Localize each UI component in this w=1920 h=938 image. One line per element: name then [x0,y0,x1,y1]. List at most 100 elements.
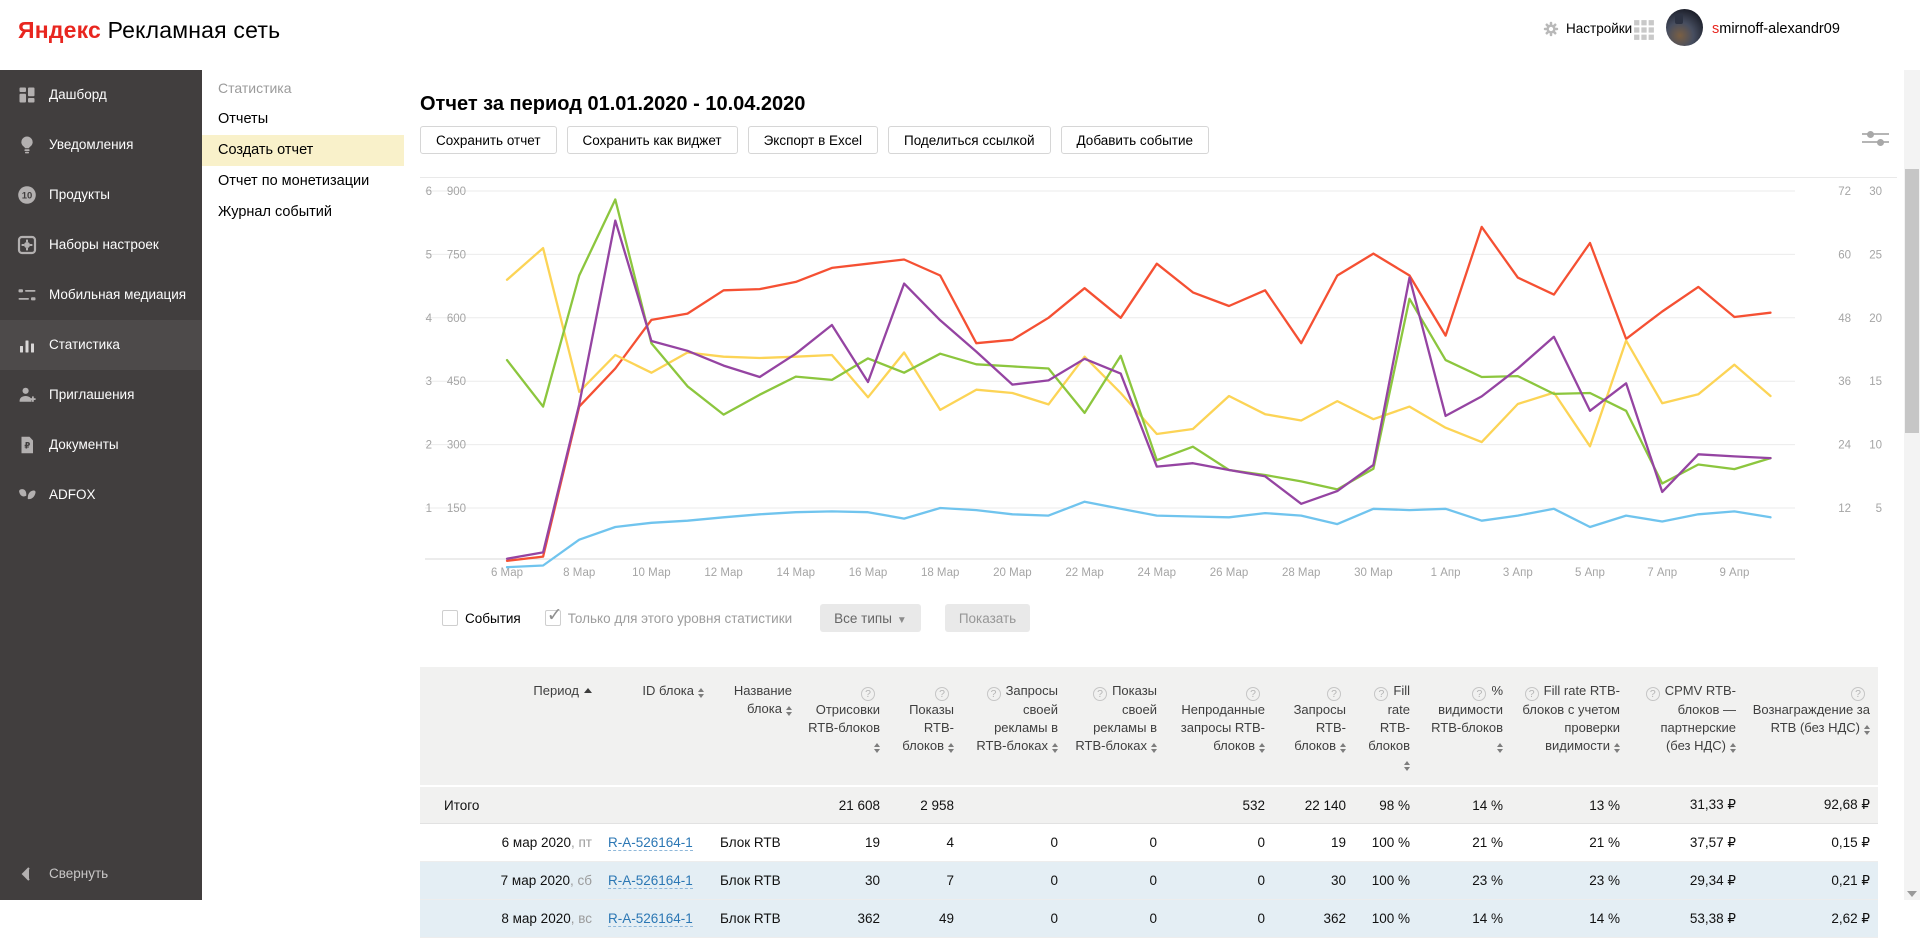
top-bar: Яндекс Рекламная сеть Настройки smirnoff… [0,0,1920,70]
action-button[interactable]: Сохранить отчет [420,126,557,154]
question-icon[interactable]: ? [1472,687,1486,701]
sidebar-item-settings-sets[interactable]: Наборы настроек [0,220,202,270]
question-icon[interactable]: ? [1646,687,1660,701]
question-icon[interactable]: ? [935,687,949,701]
user-avatar[interactable] [1666,9,1703,46]
column-header-6[interactable]: ?Запросы своей рекламы в RTB-блоках [962,667,1066,786]
block-name-cell: Блок RTB [712,824,800,862]
column-header-5[interactable]: ?Показы RTB-блоков [888,667,962,786]
y-axis-right-outer-tick: 10 [1869,440,1882,452]
column-header-11[interactable]: ?% видимости RTB-блоков [1418,667,1511,786]
sort-up-arrow [948,743,954,747]
column-header-10[interactable]: ?Fill rate RTB-блоков [1354,667,1418,786]
question-icon[interactable]: ? [1525,687,1539,701]
total-label-cell: Итого [420,786,600,824]
sidebar-item-adfox[interactable]: ADFOX [0,470,202,520]
sidebar-collapse-button[interactable]: Свернуть [0,854,202,892]
scrollbar-thumb[interactable] [1905,169,1919,433]
y-axis-left-inner-tick: 900 [447,186,466,198]
x-axis-tick: 26 Мар [1210,567,1249,579]
question-icon[interactable]: ? [987,687,1001,701]
scrollbar-down-arrow[interactable] [1907,891,1917,897]
sidebar-item-products[interactable]: 10Продукты [0,170,202,220]
series-yellow-line [507,248,1771,446]
sort-up-arrow [1730,743,1736,747]
total-value-cell: 21 608 [800,786,888,824]
value-cell: 2,62 ₽ [1744,900,1878,938]
table-row: 8 мар 2020, всR-A-526164-1Блок RTB362490… [420,900,1878,938]
sort-updown-icon [1404,761,1410,771]
submenu-title: Статистика [202,70,404,104]
sidebar-item-notifications[interactable]: Уведомления [0,120,202,170]
total-value-cell: 31,33 ₽ [1628,786,1744,824]
sidebar-item-documents[interactable]: ₽ Документы [0,420,202,470]
submenu-item[interactable]: Отчет по монетизации [202,166,404,197]
question-icon[interactable]: ? [861,687,875,701]
settings-link[interactable]: Настройки [1566,21,1632,36]
value-cell: 100 % [1354,824,1418,862]
y-axis-left-outer-tick: 6 [426,186,432,198]
block-id-link[interactable]: R-A-526164-1 [608,911,693,927]
submenu-item[interactable]: Создать отчет [202,135,404,166]
y-axis-right-inner-tick: 36 [1838,376,1851,388]
action-button[interactable]: Добавить событие [1061,126,1210,154]
chart-tune-icon[interactable] [1862,131,1889,147]
sidebar-item-label: Наборы настроек [49,237,159,252]
scope-checkbox[interactable] [545,610,561,626]
value-cell: 19 [800,824,888,862]
column-header-13[interactable]: ?CPMV RTB-блоков — партнерские (без НДС) [1628,667,1744,786]
sidebar-item-dashboard[interactable]: Дашборд [0,70,202,120]
sort-down-arrow [1730,749,1736,753]
sort-up-arrow [1340,743,1346,747]
document-ruble-icon: ₽ [17,435,37,455]
user-login[interactable]: smirnoff-alexandr09 [1712,21,1840,37]
sidebar-item-mobile-mediation[interactable]: Мобильная медиация [0,270,202,320]
column-header-7[interactable]: ?Показы своей рекламы в RTB-блоках [1066,667,1165,786]
value-cell: 21 % [1511,824,1628,862]
settings-gear-icon[interactable] [1542,20,1560,38]
total-value-cell: 98 % [1354,786,1418,824]
question-icon[interactable]: ? [1246,687,1260,701]
submenu-item[interactable]: Отчеты [202,104,404,135]
sort-up-arrow [698,688,704,692]
column-header-4[interactable]: ?Отрисовки RTB-блоков [800,667,888,786]
column-header-1[interactable]: Период [420,667,600,786]
block-id-link[interactable]: R-A-526164-1 [608,873,693,889]
yandex-logo[interactable]: Яндекс Рекламная сеть [18,17,280,44]
column-header-3[interactable]: Название блока [712,667,800,786]
dashboard-icon [17,85,37,105]
action-button[interactable]: Сохранить как виджет [567,126,738,154]
submenu-item[interactable]: Журнал событий [202,197,404,228]
column-header-12[interactable]: ?Fill rate RTB-блоков с учетом проверки … [1511,667,1628,786]
services-grid-icon[interactable] [1633,19,1655,41]
column-header-8[interactable]: ?Непроданные запросы RTB-блоков [1165,667,1273,786]
value-cell: 0 [962,824,1066,862]
chevron-down-icon: ▼ [897,615,907,626]
total-value-cell: 532 [1165,786,1273,824]
x-axis-tick: 1 Апр [1431,567,1461,579]
show-events-button[interactable]: Показать [945,604,1030,632]
column-header-9[interactable]: ?Запросы RTB-блоков [1273,667,1354,786]
column-header-2[interactable]: ID блока [600,667,712,786]
events-checkbox[interactable] [442,610,458,626]
x-axis-tick: 20 Мар [993,567,1032,579]
block-id-cell: R-A-526164-1 [600,862,712,900]
column-header-14[interactable]: ?Вознаграждение за RTB (без НДС) [1744,667,1878,786]
sort-down-arrow [1497,749,1503,753]
action-button[interactable]: Поделиться ссылкой [888,126,1051,154]
question-icon[interactable]: ? [1327,687,1341,701]
event-type-dropdown[interactable]: Все типы▼ [820,604,921,632]
scope-checkbox-label: Только для этого уровня статистики [568,611,792,626]
sidebar-item-label: Документы [49,437,119,452]
sidebar-item-invitations[interactable]: Приглашения [0,370,202,420]
y-axis-left-outer-tick: 2 [426,440,432,452]
period-cell: 6 мар 2020, пт [420,824,600,862]
sidebar-item-statistics[interactable]: Статистика [0,320,202,370]
sort-up-arrow [1497,743,1503,747]
action-button[interactable]: Экспорт в Excel [748,126,878,154]
block-id-link[interactable]: R-A-526164-1 [608,835,693,851]
question-icon[interactable]: ? [1851,687,1865,701]
question-icon[interactable]: ? [1374,687,1388,701]
total-value-cell: 14 % [1418,786,1511,824]
question-icon[interactable]: ? [1093,687,1107,701]
